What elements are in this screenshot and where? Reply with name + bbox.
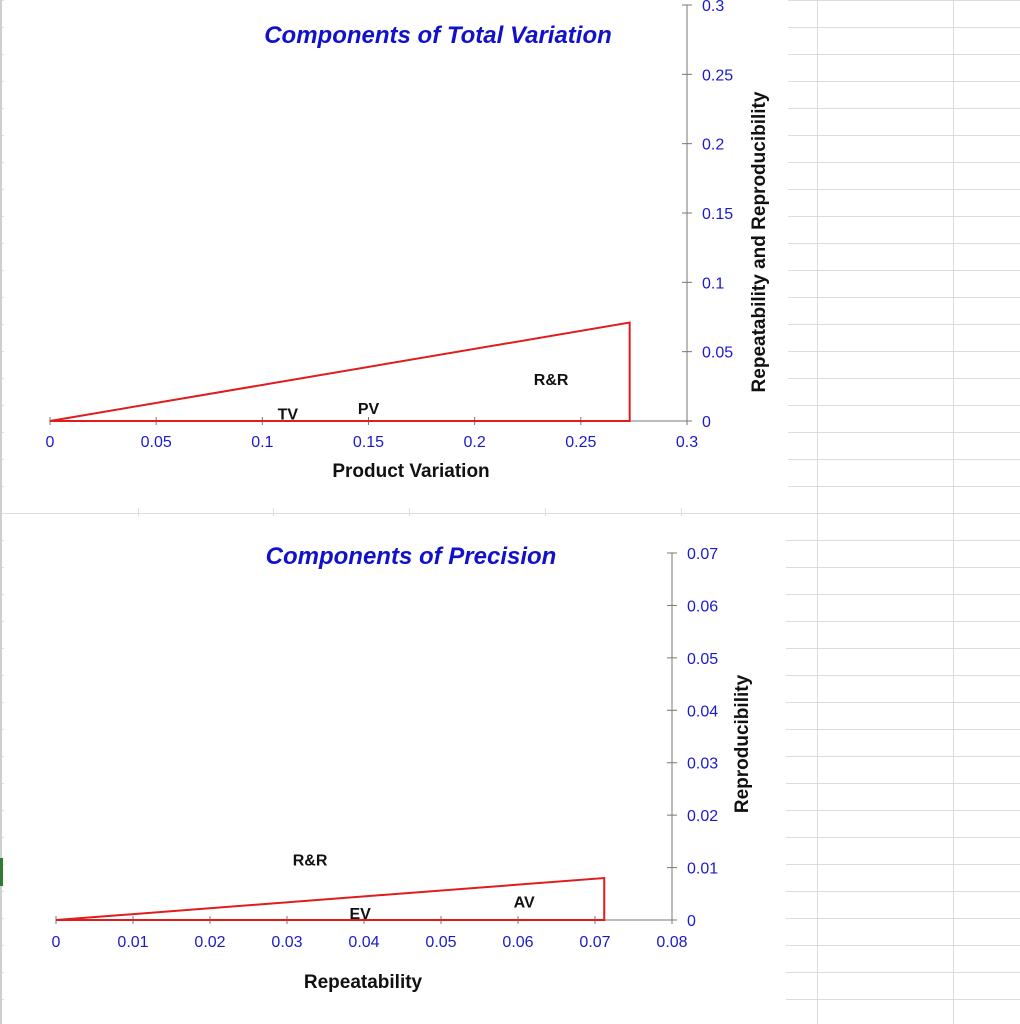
- c1-annotation-rr: R&R: [534, 372, 569, 389]
- c1-y-tick-label: 0: [702, 414, 711, 431]
- c1-x-tick-label: 0.2: [464, 434, 486, 451]
- cell-selection-marker: [0, 858, 3, 886]
- c2-y-tick-label: 0: [687, 913, 696, 930]
- sheet-left-border: [0, 0, 2, 1024]
- c2-annotation-ev: EV: [349, 906, 371, 923]
- c2-y-tick-label: 0.06: [687, 598, 718, 615]
- chart-panel-total-variation[interactable]: [4, 0, 788, 508]
- c1-annotation-pv: PV: [358, 401, 380, 418]
- c2-x-tick-label: 0.06: [502, 934, 533, 951]
- c2-x-tick-label: 0.02: [194, 934, 225, 951]
- c1-x-tick-label: 0.15: [353, 434, 384, 451]
- column-gridline: [681, 0, 682, 1024]
- c1-y-tick-label: 0.25: [702, 67, 733, 84]
- c1-x-tick-label: 0.1: [251, 434, 273, 451]
- c1-y-tick-label: 0.1: [702, 275, 724, 292]
- c2-y-tick-label: 0.03: [687, 756, 718, 773]
- x-axis-title-product-variation: Product Variation: [332, 461, 489, 482]
- c2-annotation-av: AV: [514, 894, 535, 911]
- c1-y-tick-label: 0.15: [702, 206, 733, 223]
- chart-panel-precision[interactable]: [4, 516, 786, 1024]
- column-gridline: [817, 0, 818, 1024]
- c2-annotation-rr: R&R: [293, 852, 328, 869]
- c1-x-tick-label: 0.25: [565, 434, 596, 451]
- column-gridline: [273, 0, 274, 1024]
- c1-x-tick-label: 0.3: [676, 434, 698, 451]
- c2-y-tick-label: 0.04: [687, 703, 718, 720]
- c2-x-tick-label: 0.08: [656, 934, 687, 951]
- c1-annotation-tv: TV: [278, 407, 299, 424]
- x-axis-title-repeatability: Repeatability: [304, 972, 423, 993]
- c2-y-tick-label: 0.07: [687, 546, 718, 563]
- column-gridline: [545, 0, 546, 1024]
- c2-x-tick-label: 0.03: [271, 934, 302, 951]
- c2-y-tick-label: 0.05: [687, 651, 718, 668]
- c2-x-tick-label: 0.01: [117, 934, 148, 951]
- column-gridline: [138, 0, 139, 1024]
- c2-x-tick-label: 0.05: [425, 934, 456, 951]
- c1-y-tick-label: 0.2: [702, 137, 724, 154]
- chart-title-total-variation: Components of Total Variation: [264, 22, 612, 49]
- c1-y-tick-label: 0.3: [702, 0, 724, 15]
- column-gridline: [953, 0, 954, 1024]
- c1-y-tick-label: 0.05: [702, 345, 733, 362]
- column-gridline: [409, 0, 410, 1024]
- c1-x-tick-label: 0.05: [141, 434, 172, 451]
- c1-triangle-series: [49, 321, 631, 422]
- c2-y-tick-label: 0.01: [687, 861, 718, 878]
- c2-x-tick-label: 0.07: [579, 934, 610, 951]
- c2-x-tick-label: 0: [52, 934, 61, 951]
- c2-x-tick-label: 0.04: [348, 934, 379, 951]
- c1-x-tick-label: 0: [46, 434, 55, 451]
- chart-title-precision: Components of Precision: [266, 543, 557, 570]
- y-axis-title-repeatability-reproducibility: Repeatability and Reproducibility: [749, 91, 770, 392]
- c2-y-tick-label: 0.02: [687, 808, 718, 825]
- c2-triangle-series: [55, 876, 606, 921]
- y-axis-title-reproducibility: Reproducibility: [732, 674, 753, 813]
